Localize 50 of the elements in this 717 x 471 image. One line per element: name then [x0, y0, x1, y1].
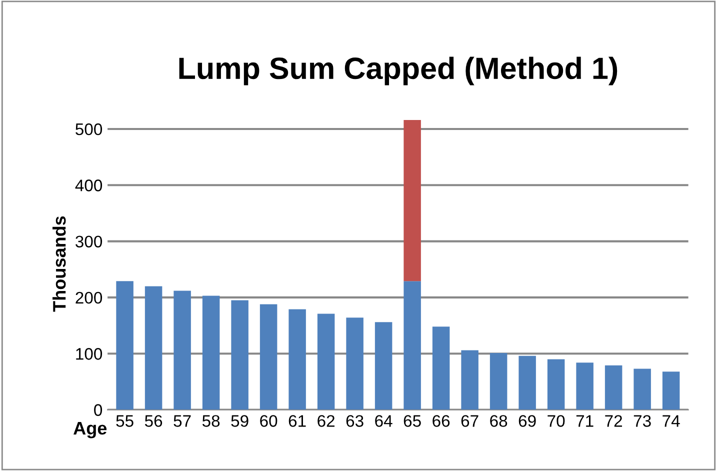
- x-tick-label: 56: [144, 415, 162, 427]
- bar: [518, 356, 536, 410]
- bar: [144, 286, 162, 410]
- bar: [288, 309, 306, 410]
- bar: [404, 281, 421, 410]
- bar: [374, 322, 392, 410]
- bar: [634, 368, 651, 410]
- x-tick-label: 59: [231, 415, 248, 427]
- bar: [662, 372, 680, 410]
- y-tick-label: 0: [94, 404, 102, 416]
- bar: [260, 304, 278, 410]
- bar: [547, 359, 565, 410]
- y-tick-label: 500: [76, 123, 102, 136]
- bar: [461, 350, 478, 410]
- bar: [490, 353, 508, 410]
- y-tick-label: 400: [75, 180, 102, 192]
- x-tick-label: 60: [260, 415, 278, 427]
- y-tick-label: 100: [76, 348, 102, 360]
- bar: [346, 318, 364, 410]
- y-tick-label: 200: [76, 292, 102, 304]
- bar: [174, 290, 191, 410]
- x-tick-label: 73: [634, 415, 651, 427]
- x-tick-label: 64: [375, 415, 392, 427]
- bar: [404, 120, 421, 282]
- y-axis-title: Thousands: [52, 216, 66, 312]
- bar: [576, 362, 594, 410]
- bar: [116, 281, 134, 410]
- x-tick-label: 55: [116, 415, 134, 427]
- x-tick-label: 70: [548, 415, 565, 427]
- x-axis-title: Age: [74, 422, 107, 438]
- x-tick-label: 74: [662, 415, 680, 427]
- x-tick-label: 69: [518, 415, 536, 427]
- x-tick-label: 66: [432, 415, 450, 427]
- x-tick-label: 62: [318, 415, 334, 427]
- x-tick-label: 65: [404, 415, 421, 427]
- x-tick-label: 57: [174, 415, 191, 427]
- bar: [604, 365, 622, 410]
- x-tick-label: 61: [288, 415, 306, 427]
- bar: [231, 300, 248, 410]
- x-tick-label: 58: [202, 415, 220, 427]
- x-tick-label: 68: [490, 415, 508, 427]
- chart-title: Lump Sum Capped (Method 1): [179, 56, 618, 86]
- bar: [317, 314, 335, 410]
- x-tick-label: 72: [605, 415, 622, 427]
- y-tick-label: 300: [76, 236, 102, 248]
- x-tick-label: 63: [346, 415, 364, 427]
- bar: [202, 296, 220, 410]
- x-tick-label: 71: [576, 415, 594, 427]
- x-tick-label: 67: [461, 415, 478, 427]
- bar: [432, 326, 450, 410]
